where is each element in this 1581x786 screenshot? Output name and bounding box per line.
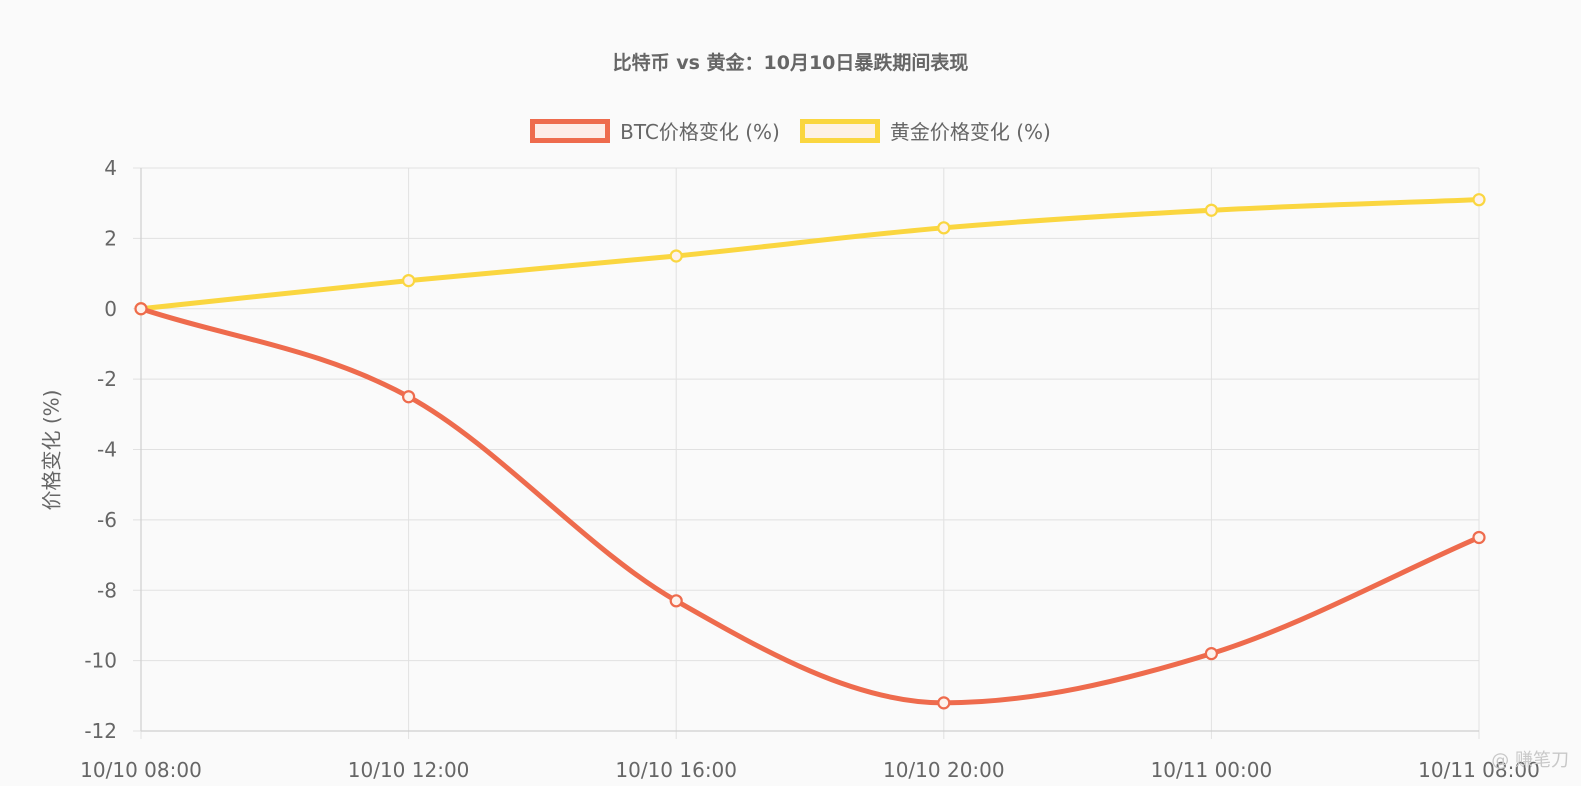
y-tick-label: 2 [104, 226, 117, 250]
legend-label-btc: BTC价格变化 (%) [620, 120, 780, 144]
watermark: @ 赚笔刀 [1491, 750, 1569, 771]
y-tick-label: -6 [97, 508, 117, 532]
series-layer [134, 193, 1486, 710]
data-point [669, 594, 683, 608]
x-tick-label: 10/10 20:00 [883, 758, 1005, 782]
y-tick-label: 4 [104, 156, 117, 180]
y-tick-label: -2 [97, 367, 117, 391]
x-tick-label: 10/10 12:00 [348, 758, 470, 782]
legend-swatch-gold [799, 118, 880, 143]
data-point [1472, 530, 1486, 545]
y-tick-label: -8 [97, 578, 117, 602]
x-tick-label: 10/11 08:00 [1418, 758, 1540, 782]
data-point [937, 696, 951, 710]
data-point [402, 274, 416, 288]
y-tick-label: -12 [84, 719, 117, 743]
x-tick-label: 10/11 00:00 [1151, 758, 1273, 782]
legend: BTC价格变化 (%) 黄金价格变化 (%) [0, 116, 1581, 145]
y-tick-label: -10 [84, 649, 117, 673]
data-point [1204, 203, 1219, 217]
axis-layer: 4 2 0 -2 -4 -6 -8 -10 -12 10/10 08:00 10/10 12:00 1… [80, 156, 1540, 782]
data-point [134, 302, 148, 316]
data-point [1204, 646, 1219, 661]
legend-item-gold[interactable]: 黄金价格变化 (%) [799, 116, 1051, 145]
legend-item-btc[interactable]: BTC价格变化 (%) [530, 116, 780, 145]
data-point [937, 221, 951, 235]
grid-layer [133, 167, 1480, 739]
data-point [669, 249, 683, 263]
chart-title: 比特币 vs 黄金：10月10日暴跌期间表现 [612, 52, 969, 74]
y-tick-label: 0 [104, 297, 117, 321]
x-tick-label: 10/10 16:00 [615, 758, 737, 782]
legend-swatch-btc [530, 118, 611, 143]
x-tick-label: 10/10 08:00 [80, 758, 202, 782]
legend-label-gold: 黄金价格变化 (%) [889, 120, 1051, 144]
series-line-0 [138, 306, 1482, 706]
data-point [1472, 193, 1486, 207]
data-point [402, 390, 416, 404]
y-tick-label: -4 [97, 438, 117, 462]
series-line-1 [138, 197, 1482, 312]
